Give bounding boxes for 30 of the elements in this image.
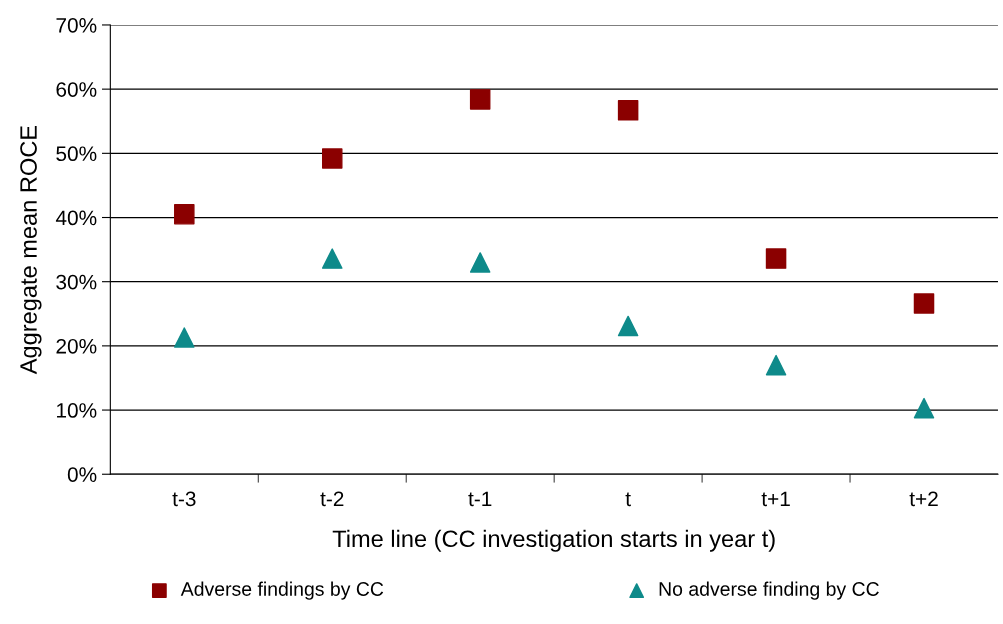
point [174,204,195,225]
x-tick-label: t [625,492,631,507]
point [617,315,639,337]
y-tick-label: 50% [56,146,97,162]
x-tick-label: t-2 [320,491,344,507]
y-tick-label: 20% [56,338,97,354]
point [913,397,935,419]
y-tick-label: 0% [67,467,97,482]
y-tick-label: 10% [57,403,97,418]
point [321,248,343,269]
point [765,248,787,269]
point [469,89,491,110]
y-tick-label: 70% [56,17,97,33]
x-axis-title: Time line (CC investigation starts in year t) [332,529,775,552]
point [913,293,935,314]
legend-label: No adverse finding by CC [659,581,879,600]
point [765,354,787,376]
y-tick-label: 60% [56,82,97,97]
y-tick-label: 40% [55,210,97,226]
y-tick-label: 30% [56,274,97,290]
point [617,100,639,121]
x-tick-label: t-1 [468,491,492,507]
x-tick-label: t-3 [172,491,196,507]
y-axis-title: Aggregate mean ROCE [20,125,42,375]
point [469,252,491,273]
point [174,327,195,348]
x-tick-label: t+1 [761,491,790,507]
legend-label: Adverse findings by CC [180,581,384,600]
x-tick-label: t+2 [909,491,938,507]
point [321,148,343,169]
